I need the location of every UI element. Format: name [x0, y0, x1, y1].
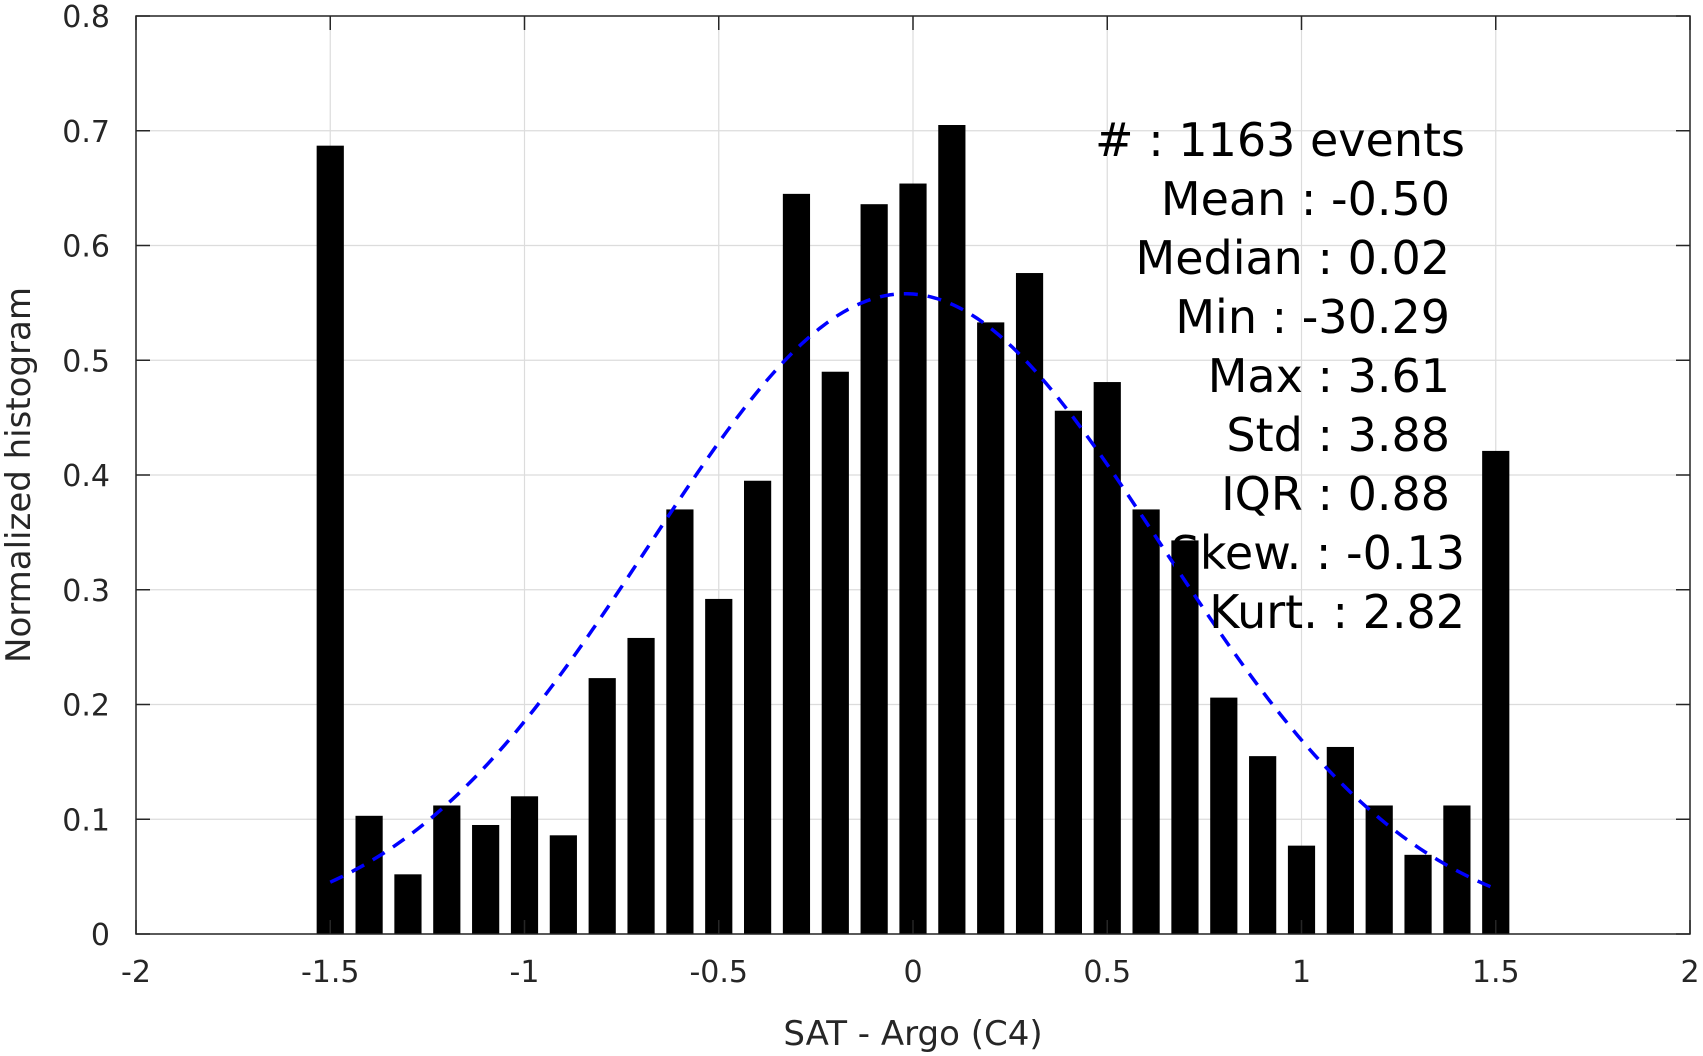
y-tick-label: 0.6: [62, 230, 110, 265]
y-axis-label: Normalized histogram: [0, 287, 39, 663]
histogram-bar: [744, 480, 772, 934]
y-tick-label: 0.5: [62, 344, 110, 379]
x-tick-label: 1: [1292, 955, 1311, 990]
histogram-bar: [588, 678, 616, 934]
histogram-bar: [627, 637, 655, 934]
gaussian-fit-curve: [329, 291, 1497, 891]
x-tick-labels: -2 -1.5 -1 -0.5 0 0.5 1 1.5 2: [121, 955, 1700, 990]
histogram-bar: [666, 509, 694, 934]
histogram-bar: [899, 183, 927, 934]
histogram-bar: [433, 805, 461, 934]
histogram-bars: [316, 125, 1510, 935]
histogram-bar: [1093, 382, 1121, 934]
histogram-bar: [705, 598, 733, 934]
stats-line: Std : 3.88: [1226, 408, 1450, 462]
x-tick-label: -1.5: [301, 955, 360, 990]
histogram-bar: [472, 824, 500, 934]
histogram-bar: [510, 796, 539, 934]
histogram-bar: [1132, 509, 1160, 934]
x-tick-label: -2: [121, 955, 151, 990]
histogram-bar: [355, 815, 383, 934]
histogram-bar: [1365, 805, 1393, 934]
y-tick-label: 0.1: [62, 803, 110, 838]
stats-line: Max : 3.61: [1208, 349, 1450, 403]
axis-ticks: [135, 15, 1691, 935]
histogram-bar: [1287, 845, 1316, 934]
y-tick-label: 0.2: [62, 689, 110, 724]
x-tick-label: 1.5: [1472, 955, 1520, 990]
stats-line: Min : -30.29: [1175, 290, 1450, 344]
histogram-bar: [1249, 756, 1277, 934]
histogram-bar: [549, 835, 577, 934]
y-tick-label: 0.8: [62, 0, 110, 35]
y-tick-label: 0.4: [62, 459, 110, 494]
histogram-bar: [782, 193, 811, 935]
histogram-bar: [860, 204, 888, 934]
x-tick-label: 0: [903, 955, 922, 990]
stats-line: Median : 0.02: [1136, 231, 1450, 285]
x-tick-label: -1: [510, 955, 540, 990]
stats-line: Kurt. : 2.82: [1209, 585, 1465, 639]
y-tick-label: 0: [91, 918, 110, 953]
histogram-bar: [394, 874, 422, 934]
histogram-bar: [1326, 746, 1354, 934]
histogram-bar: [1171, 540, 1199, 934]
x-tick-label: 2: [1680, 955, 1699, 990]
y-tick-label: 0.3: [62, 574, 110, 609]
histogram-bar: [316, 145, 344, 935]
stats-line: Mean : -0.50: [1161, 172, 1450, 226]
histogram-bar: [1404, 854, 1432, 934]
x-tick-label: -0.5: [689, 955, 748, 990]
histogram-bar: [938, 125, 966, 934]
histogram-bar: [1015, 273, 1044, 934]
stats-line: # : 1163 events: [1095, 113, 1465, 167]
x-tick-label: 0.5: [1083, 955, 1131, 990]
stats-line: IQR : 0.88: [1221, 467, 1450, 521]
histogram-bar: [1482, 450, 1510, 934]
histogram-bar: [1210, 697, 1238, 934]
x-axis-label: SAT - Argo (C4): [783, 1014, 1042, 1054]
histogram-bar: [1054, 410, 1082, 934]
y-tick-labels: 0 0.1 0.2 0.3 0.4 0.5 0.6 0.7 0.8: [62, 0, 110, 953]
histogram-bar: [977, 322, 1005, 934]
histogram-bar: [821, 371, 849, 935]
stats-line: Skew. : -0.13: [1171, 526, 1465, 580]
y-tick-label: 0.7: [62, 115, 110, 150]
